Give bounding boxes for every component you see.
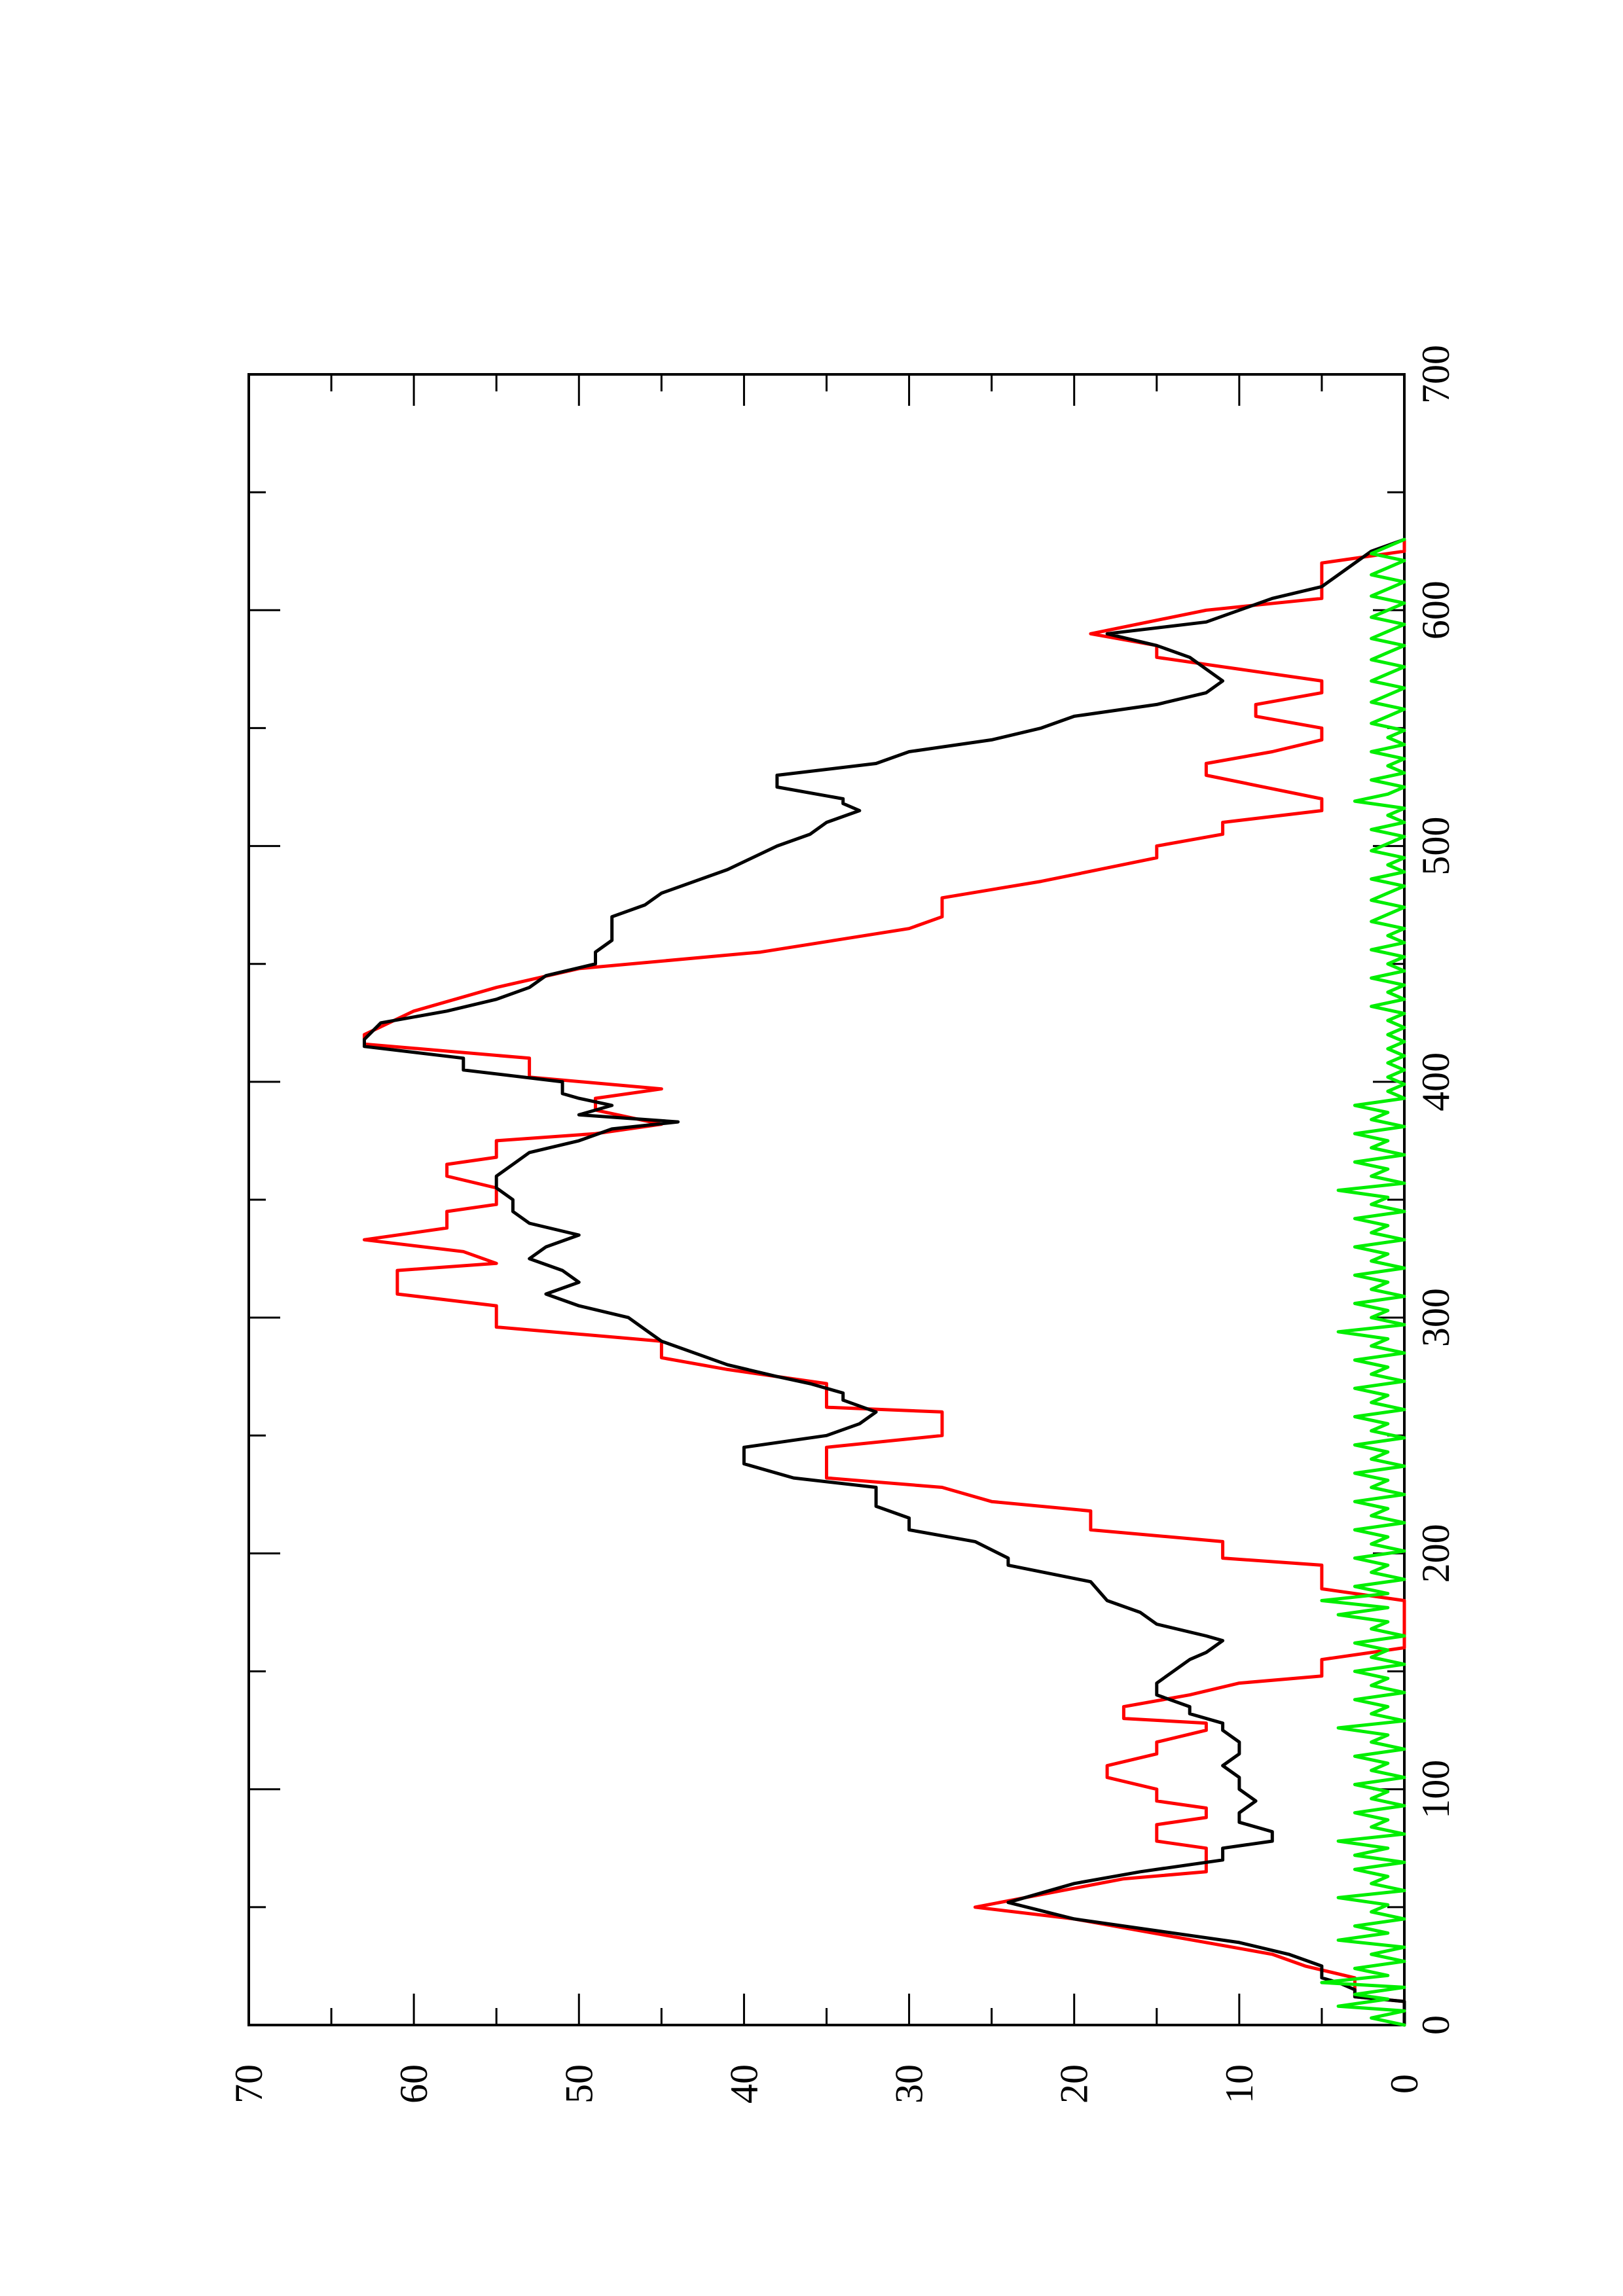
x-tick-label: 300	[1414, 1288, 1457, 1347]
plot-frame	[247, 373, 1406, 2026]
black-series-line	[363, 537, 1406, 2027]
y-tick-label: 70	[227, 2064, 270, 2104]
x-tick-label: 400	[1414, 1052, 1457, 1111]
y-tick-label: 60	[392, 2064, 435, 2104]
y-tick-label: 0	[1383, 2074, 1426, 2094]
y-tick-label: 30	[888, 2064, 931, 2104]
x-tick-label: 100	[1414, 1760, 1457, 1819]
green-series-line	[1320, 537, 1406, 2027]
y-tick-label: 20	[1053, 2064, 1096, 2104]
x-tick-label: 600	[1414, 581, 1457, 639]
y-tick-label: 40	[722, 2064, 765, 2104]
x-tick-label: 700	[1414, 345, 1457, 404]
y-tick-label: 10	[1218, 2064, 1261, 2104]
x-tick-label: 0	[1414, 2015, 1457, 2035]
series-group	[363, 537, 1406, 2027]
x-tick-label: 500	[1414, 817, 1457, 876]
red-series-line	[363, 537, 1406, 2027]
x-tick-label: 200	[1414, 1524, 1457, 1583]
y-tick-label: 50	[557, 2064, 600, 2104]
